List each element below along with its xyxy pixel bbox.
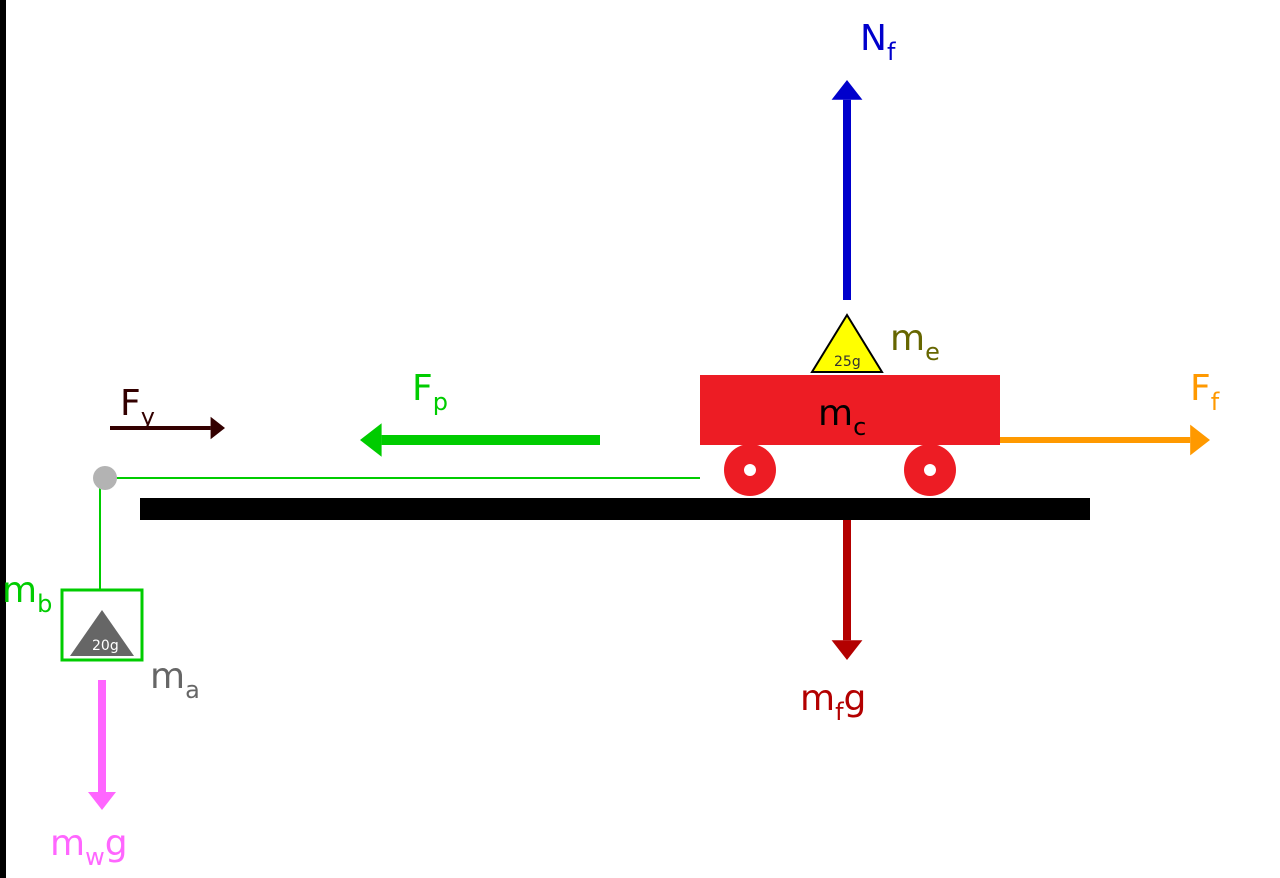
arrow-label-Fp: Fp xyxy=(412,368,448,416)
arrow-Fp xyxy=(360,423,600,457)
basket-label: mb xyxy=(2,570,52,618)
table-surface xyxy=(140,498,1090,520)
cart-mass-value: 25g xyxy=(834,354,861,370)
arrow-label-mfg: mfg xyxy=(800,678,866,726)
arrow-label-mwg: mwg xyxy=(50,823,128,871)
pulley xyxy=(93,466,117,490)
arrow-label-Nf: Nf xyxy=(860,18,896,66)
arrow-label-Fy: Fy xyxy=(120,383,155,431)
arrow-Ff xyxy=(1000,425,1210,456)
arrow-mfg xyxy=(832,520,863,660)
cart-wheel-hub-1 xyxy=(924,464,936,476)
arrow-Nf xyxy=(832,80,863,300)
basket-mass-value: 20g xyxy=(92,638,119,654)
cart-mass-label: me xyxy=(890,318,940,366)
cart-wheel-hub-0 xyxy=(744,464,756,476)
basket-mass-label: ma xyxy=(150,656,200,704)
arrow-label-Ff: Ff xyxy=(1190,368,1220,416)
arrow-mwg xyxy=(88,680,116,810)
